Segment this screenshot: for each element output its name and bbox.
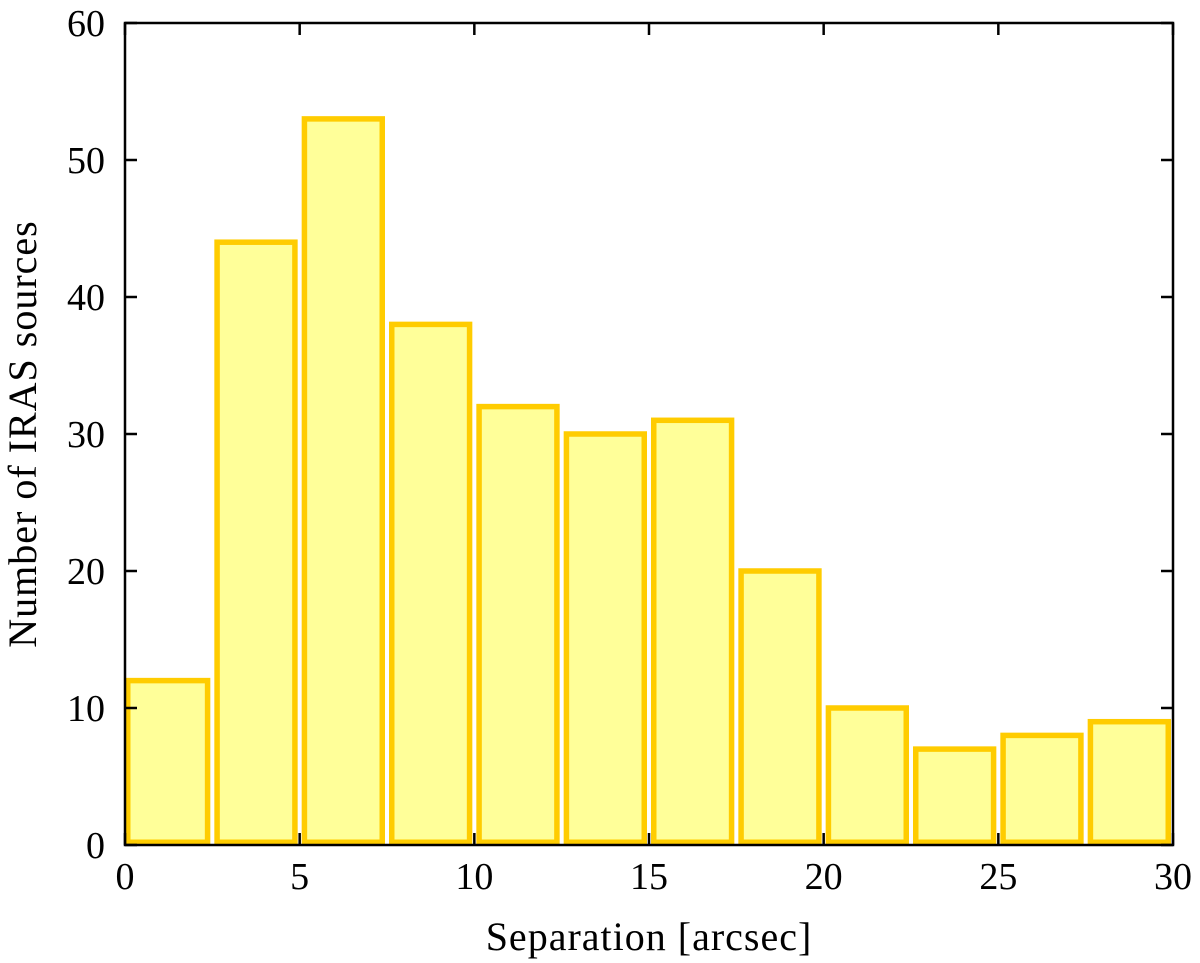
bar-3 <box>389 321 473 845</box>
y-tick-label-5: 50 <box>67 140 105 182</box>
bar-10 <box>1000 732 1084 846</box>
y-tick-label-2: 20 <box>67 551 105 593</box>
bar-1 <box>214 239 298 845</box>
x-tick-label-4: 20 <box>805 856 843 898</box>
x-tick-label-2: 10 <box>455 856 493 898</box>
bar-5 <box>563 431 648 845</box>
x-axis-label: Separation [arcsec] <box>486 914 813 959</box>
y-tick-label-1: 10 <box>67 688 105 730</box>
x-tick-label-0: 0 <box>116 856 135 898</box>
bars-group <box>125 116 1171 846</box>
y-tick-label-0: 0 <box>86 825 105 867</box>
x-tick-label-6: 30 <box>1154 856 1192 898</box>
bar-11 <box>1087 718 1171 846</box>
bar-0 <box>125 677 211 845</box>
y-tick-label-3: 30 <box>67 414 105 456</box>
ticks-group: 0 5 10 15 20 25 30 0 10 20 30 40 50 60 <box>67 3 1192 898</box>
bar-9 <box>913 746 997 845</box>
y-axis-label: Number of IRAS sources <box>0 220 45 648</box>
plot-frame <box>123 21 1175 847</box>
y-tick-label-4: 40 <box>67 277 105 319</box>
y-tick-label-6: 60 <box>67 3 105 45</box>
bar-4 <box>476 403 560 845</box>
x-tick-label-3: 15 <box>630 856 668 898</box>
bar-7 <box>738 568 822 845</box>
x-tick-label-5: 25 <box>979 856 1017 898</box>
bar-2 <box>301 116 385 845</box>
x-tick-label-1: 5 <box>290 856 309 898</box>
bar-8 <box>825 705 910 845</box>
bar-6 <box>651 417 735 845</box>
